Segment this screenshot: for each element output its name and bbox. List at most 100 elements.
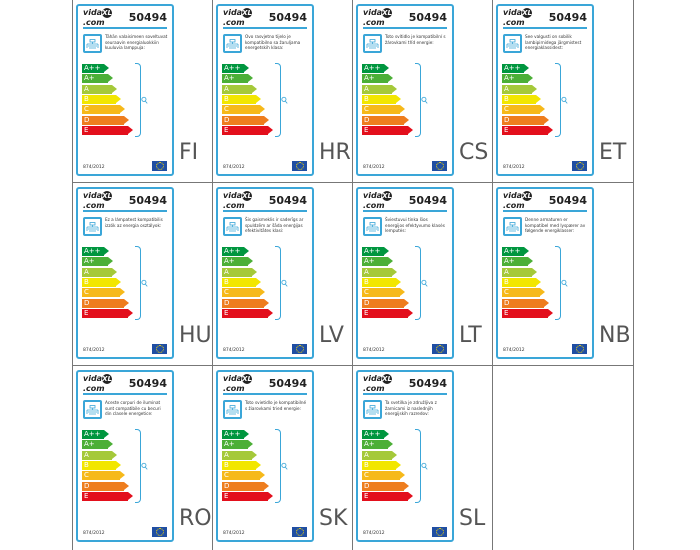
brand-logo: vidaXL.com xyxy=(503,7,533,27)
grid-cell: vidaXL.com 50494 Ovo rasvjetno tijelo je … xyxy=(213,0,353,183)
language-code: ET xyxy=(599,140,627,165)
grid-cell xyxy=(493,366,633,550)
model-number: 50494 xyxy=(548,193,587,207)
energy-class-1: A+ xyxy=(82,440,113,450)
energy-class-2: A xyxy=(502,84,537,94)
bulb-icon: ⚲ xyxy=(419,278,432,290)
grid-cell: vidaXL.com 50494 Šviestuvui tinka šios en… xyxy=(353,183,493,366)
energy-class-6: E xyxy=(502,308,553,318)
bulb-icon: ⚲ xyxy=(139,95,152,107)
eu-flag-icon xyxy=(432,161,447,171)
energy-class-3: B xyxy=(222,94,261,104)
model-number: 50494 xyxy=(548,10,587,24)
divider xyxy=(503,27,587,29)
grid-cell: vidaXL.com 50494 Ta svetilka je združljiv… xyxy=(353,366,493,550)
lamp-icon xyxy=(223,217,242,236)
bracket xyxy=(135,429,141,503)
eu-flag-icon xyxy=(292,527,307,537)
bulb-icon: ⚲ xyxy=(279,95,292,107)
model-number: 50494 xyxy=(408,193,447,207)
energy-label: vidaXL.com 50494 Denne armaturen er kompa… xyxy=(496,187,594,359)
brand-logo: vidaXL.com xyxy=(223,190,253,210)
bracket xyxy=(555,246,561,320)
energy-class-0: A++ xyxy=(222,247,249,256)
energy-class-5: D xyxy=(82,481,129,491)
divider xyxy=(83,210,167,212)
energy-class-1: A+ xyxy=(222,440,253,450)
eu-flag-icon xyxy=(152,344,167,354)
language-code: RO xyxy=(179,506,212,531)
bracket xyxy=(415,246,421,320)
energy-class-6: E xyxy=(362,308,413,318)
brand-logo: vidaXL.com xyxy=(363,7,393,27)
energy-label: vidaXL.com 50494 Šis gaismeklis ir saderī… xyxy=(216,187,314,359)
energy-class-2: A xyxy=(82,84,117,94)
energy-class-4: C xyxy=(502,105,545,115)
bulb-icon: ⚲ xyxy=(419,461,432,473)
grid-cell: vidaXL.com 50494 Šis gaismeklis ir saderī… xyxy=(213,183,353,366)
brand-logo: vidaXL.com xyxy=(223,373,253,393)
eu-flag-icon xyxy=(432,344,447,354)
eu-flag-icon xyxy=(572,161,587,171)
energy-class-0: A++ xyxy=(82,430,109,439)
brand-logo: vidaXL.com xyxy=(363,373,393,393)
energy-class-1: A+ xyxy=(82,257,113,267)
regulation-number: 874/2012 xyxy=(363,348,385,353)
energy-class-0: A++ xyxy=(82,64,109,73)
eu-flag-icon xyxy=(152,527,167,537)
energy-class-3: B xyxy=(222,277,261,287)
bracket xyxy=(135,63,141,137)
lamp-icon xyxy=(83,400,102,419)
energy-class-6: E xyxy=(502,125,553,135)
brand-logo: vidaXL.com xyxy=(363,190,393,210)
compatibility-text: Šviestuvui tinka šios energijos efektyvu… xyxy=(385,217,445,234)
energy-class-3: B xyxy=(82,460,121,470)
energy-class-4: C xyxy=(362,471,405,481)
eu-flag-icon xyxy=(152,161,167,171)
language-code: CS xyxy=(459,140,489,165)
bracket xyxy=(135,246,141,320)
energy-label: vidaXL.com 50494 Ovo rasvjetno tijelo je … xyxy=(216,4,314,176)
energy-class-6: E xyxy=(82,125,133,135)
regulation-number: 874/2012 xyxy=(83,165,105,170)
energy-class-1: A+ xyxy=(82,74,113,84)
brand-logo: vidaXL.com xyxy=(223,7,253,27)
model-number: 50494 xyxy=(268,193,307,207)
energy-class-4: C xyxy=(502,288,545,298)
energy-class-2: A xyxy=(362,450,397,460)
energy-class-3: B xyxy=(502,277,541,287)
language-code: SL xyxy=(459,506,486,531)
divider xyxy=(223,27,307,29)
language-code: HR xyxy=(319,140,351,165)
energy-class-2: A xyxy=(222,450,257,460)
energy-class-5: D xyxy=(502,115,549,125)
divider xyxy=(363,27,447,29)
brand-logo: vidaXL.com xyxy=(83,373,113,393)
regulation-number: 874/2012 xyxy=(363,165,385,170)
energy-class-6: E xyxy=(362,125,413,135)
bracket xyxy=(275,63,281,137)
energy-class-0: A++ xyxy=(362,247,389,256)
model-number: 50494 xyxy=(128,10,167,24)
energy-class-5: D xyxy=(222,115,269,125)
grid-cell: vidaXL.com 50494 Toto svítidlo je kompati… xyxy=(353,0,493,183)
lamp-icon xyxy=(503,34,522,53)
energy-class-2: A xyxy=(82,267,117,277)
model-number: 50494 xyxy=(128,193,167,207)
energy-class-2: A xyxy=(502,267,537,277)
grid-cell: vidaXL.com 50494 Ez a lámpatest kompatibi… xyxy=(73,183,213,366)
regulation-number: 874/2012 xyxy=(223,165,245,170)
lamp-icon xyxy=(223,34,242,53)
energy-label: vidaXL.com 50494 Toto svietidlo je kompat… xyxy=(216,370,314,542)
regulation-number: 874/2012 xyxy=(503,348,525,353)
energy-class-2: A xyxy=(362,84,397,94)
energy-class-5: D xyxy=(362,481,409,491)
grid-cell: vidaXL.com 50494 See valgusti on sobilik … xyxy=(493,0,633,183)
lamp-icon xyxy=(503,217,522,236)
bulb-icon: ⚲ xyxy=(279,461,292,473)
brand-logo: vidaXL.com xyxy=(83,190,113,210)
energy-class-1: A+ xyxy=(362,257,393,267)
energy-class-0: A++ xyxy=(222,430,249,439)
regulation-number: 874/2012 xyxy=(503,165,525,170)
energy-class-3: B xyxy=(82,94,121,104)
